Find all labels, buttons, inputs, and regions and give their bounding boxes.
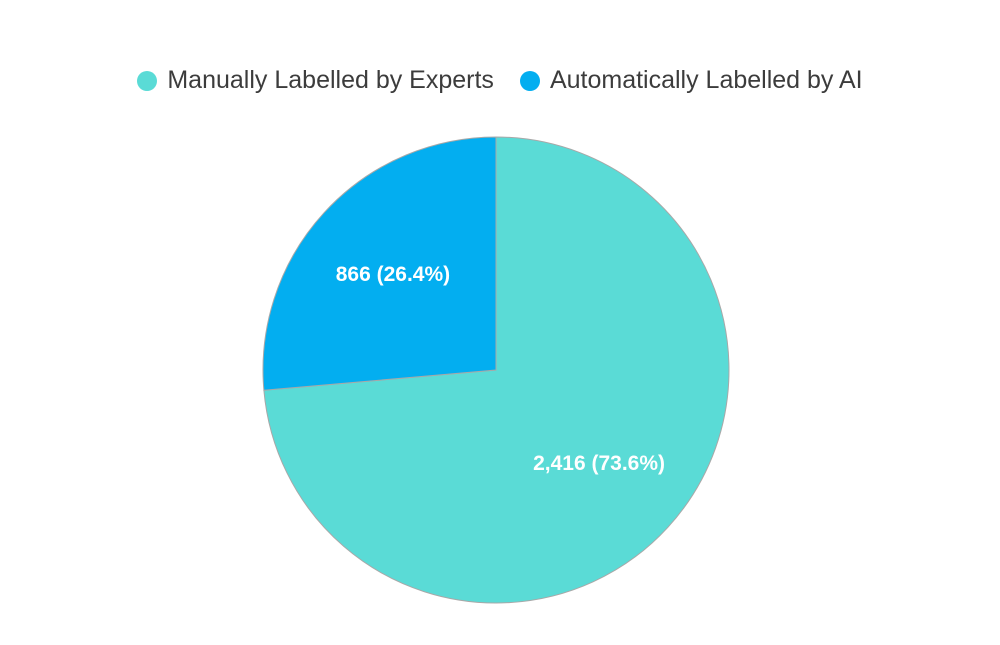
legend-swatch-manual — [137, 70, 158, 91]
data-label-ai: 866 (26.4%) — [336, 263, 450, 286]
legend-swatch-ai — [519, 70, 540, 91]
legend-item-ai[interactable]: Automatically Labelled by AI — [519, 66, 863, 95]
legend-label-manual: Manually Labelled by Experts — [167, 66, 494, 94]
chart-legend: Manually Labelled by Experts Automatical… — [0, 66, 1000, 95]
legend-item-manual[interactable]: Manually Labelled by Experts — [137, 66, 494, 95]
legend-label-ai: Automatically Labelled by AI — [549, 66, 863, 94]
data-label-manual: 2,416 (73.6%) — [533, 452, 665, 475]
pie-slice-ai[interactable] — [262, 136, 497, 391]
